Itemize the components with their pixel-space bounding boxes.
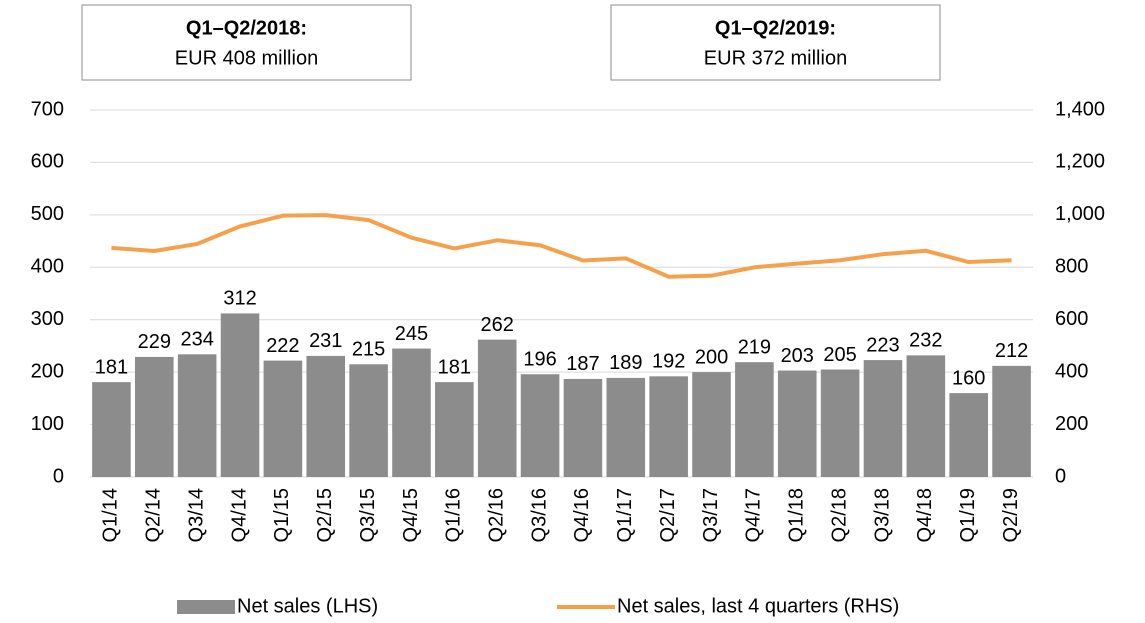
data-label: 245	[395, 323, 428, 345]
bar	[863, 360, 903, 477]
bar	[477, 339, 517, 477]
bar	[906, 355, 946, 477]
data-label: 222	[266, 335, 299, 357]
x-tick-label: Q4/14	[228, 488, 250, 542]
x-tick-label: Q3/18	[871, 488, 893, 542]
bar	[520, 374, 560, 477]
data-label: 192	[652, 351, 685, 373]
y-tick-label: 0	[53, 465, 64, 487]
x-tick-label: Q1/19	[957, 488, 979, 542]
x-tick-label: Q3/14	[185, 488, 207, 542]
x-tick-label: Q1/17	[614, 488, 636, 542]
bar	[92, 382, 131, 477]
data-label: 234	[180, 329, 213, 351]
bar	[306, 355, 346, 477]
data-label: 203	[781, 345, 814, 367]
x-tick-label: Q2/19	[1000, 488, 1022, 542]
data-label: 205	[823, 344, 856, 366]
data-label: 212	[995, 340, 1028, 362]
y-tick-label: 200	[31, 360, 64, 382]
y-tick-label: 600	[31, 151, 64, 173]
annotation-text: EUR 372 million	[704, 47, 847, 69]
bar	[263, 360, 303, 477]
x-tick-label: Q1/16	[443, 488, 465, 542]
line	[111, 213, 1012, 279]
data-label: 189	[609, 352, 642, 374]
bar	[820, 369, 860, 477]
x-tick-label: Q2/18	[828, 488, 850, 542]
data-label: 262	[481, 314, 514, 336]
data-label: 215	[352, 339, 385, 361]
bar	[692, 372, 731, 477]
y2-tick-label: 600	[1055, 308, 1088, 330]
x-tick-label: Q4/15	[400, 488, 422, 542]
bar	[992, 365, 1031, 477]
x-tick-label: Q3/15	[357, 488, 379, 542]
y2-tick-label: 800	[1055, 256, 1088, 278]
bar	[735, 362, 774, 477]
y2-tick-label: 0	[1055, 465, 1066, 487]
x-tick-label: Q4/18	[914, 488, 936, 542]
bar	[563, 378, 603, 477]
x-tick-label: Q2/16	[485, 488, 507, 542]
y-tick-label: 500	[31, 203, 64, 225]
bar	[177, 354, 217, 477]
data-label: 181	[438, 356, 471, 378]
bar	[135, 356, 174, 477]
legend-label: Net sales (LHS)	[237, 595, 378, 617]
data-label: 196	[523, 349, 556, 371]
data-label: 312	[223, 288, 256, 310]
data-label: 187	[566, 353, 599, 375]
x-tick-label: Q1/14	[100, 488, 122, 542]
annotation-box	[81, 4, 412, 81]
annotation-text: EUR 408 million	[175, 47, 318, 69]
data-label: 232	[909, 330, 942, 352]
data-label: 160	[952, 367, 985, 389]
y2-tick-label: 1,000	[1055, 203, 1105, 225]
legend-label: Net sales, last 4 quarters (RHS)	[617, 595, 899, 617]
bar	[220, 313, 260, 477]
annotation-title: Q1–Q2/2018:	[186, 17, 307, 39]
y2-tick-label: 400	[1055, 360, 1088, 382]
data-label: 229	[138, 331, 171, 353]
x-tick-label: Q1/15	[271, 488, 293, 542]
x-tick-label: Q3/16	[528, 488, 550, 542]
bar	[606, 377, 646, 477]
x-tick-label: Q4/16	[571, 488, 593, 542]
data-label: 181	[95, 356, 128, 378]
y2-tick-label: 200	[1055, 413, 1088, 435]
bar	[392, 348, 431, 477]
annotation-box	[610, 4, 941, 81]
x-tick-label: Q1/18	[786, 488, 808, 542]
legend-swatch	[177, 600, 235, 614]
y-tick-label: 700	[31, 98, 64, 120]
data-label: 200	[695, 346, 728, 368]
bar	[349, 364, 388, 477]
x-tick-label: Q4/17	[743, 488, 765, 542]
bar	[949, 393, 988, 477]
y-tick-label: 100	[31, 413, 64, 435]
y2-tick-label: 1,200	[1055, 151, 1105, 173]
x-tick-label: Q2/14	[143, 488, 165, 542]
bar	[777, 370, 817, 477]
x-tick-label: Q2/15	[314, 488, 336, 542]
y-tick-label: 400	[31, 256, 64, 278]
data-label: 231	[309, 330, 342, 352]
x-tick-label: Q2/17	[657, 488, 679, 542]
annotation-title: Q1–Q2/2019:	[715, 17, 836, 39]
data-label: 219	[738, 336, 771, 358]
y-tick-label: 300	[31, 308, 64, 330]
y2-tick-label: 1,400	[1055, 98, 1105, 120]
bar	[435, 382, 474, 477]
bar	[649, 376, 688, 477]
x-tick-label: Q3/17	[700, 488, 722, 542]
data-label: 223	[866, 334, 899, 356]
